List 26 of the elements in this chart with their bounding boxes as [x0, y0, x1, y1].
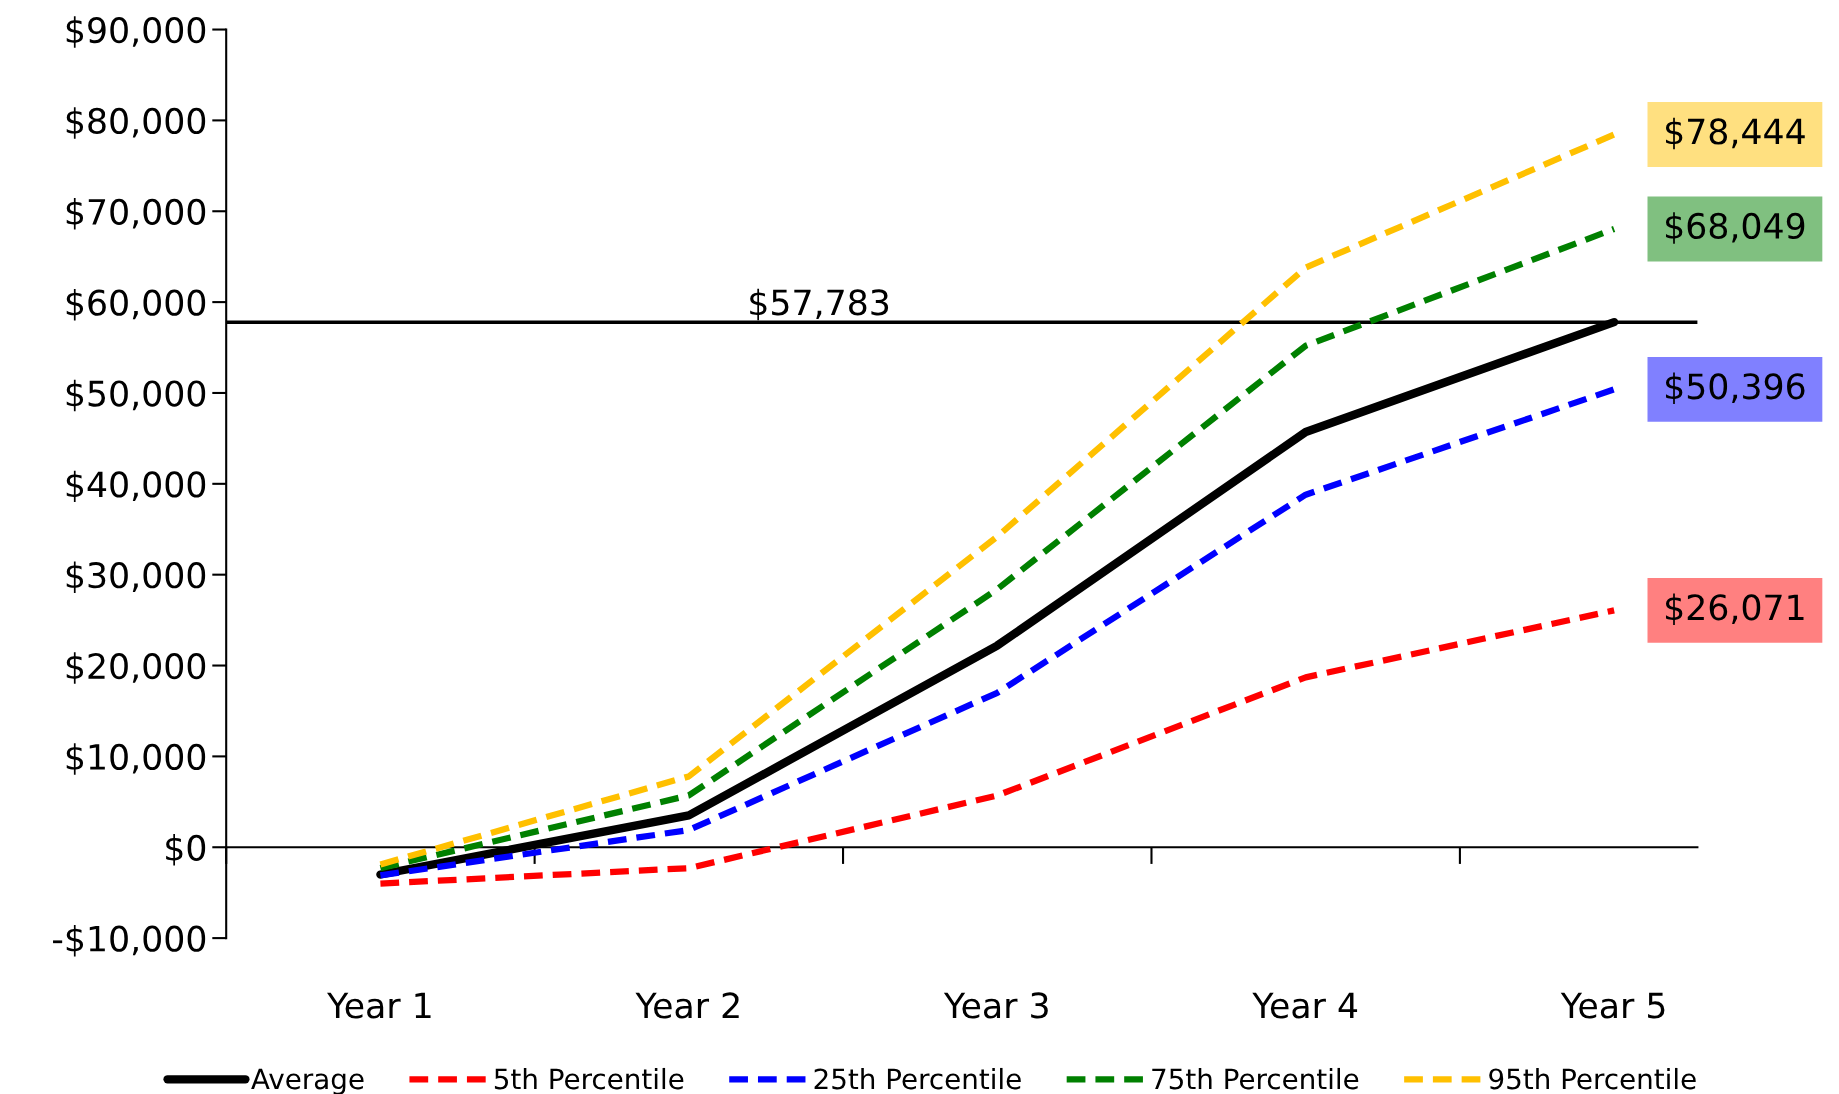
y-tick-label: $0 — [166, 834, 206, 866]
y-tick-label: $80,000 — [66, 107, 206, 139]
x-tick-label: Year 5 — [1560, 992, 1665, 1019]
data-label: $50,396 — [1666, 372, 1805, 405]
y-tick-label: -$10,000 — [53, 924, 206, 957]
data-label: $78,444 — [1666, 117, 1805, 150]
legend-label: Average — [251, 1068, 364, 1094]
ref-line-label: $57,783 — [750, 288, 889, 321]
y-tick-label: $50,000 — [66, 379, 206, 412]
x-tick-label: Year 3 — [943, 992, 1048, 1019]
x-tick-label: Year 4 — [1252, 992, 1358, 1019]
data-label: $68,049 — [1666, 212, 1805, 244]
data-label: $26,071 — [1666, 593, 1804, 626]
legend-label: 5th Percentile — [494, 1067, 684, 1090]
legend-label: 95th Percentile — [1489, 1067, 1696, 1090]
y-tick-label: $20,000 — [66, 652, 206, 684]
y-tick-label: $30,000 — [66, 561, 206, 593]
y-tick-label: $70,000 — [66, 198, 206, 230]
y-tick-label: $40,000 — [66, 470, 206, 503]
x-tick-label: Year 2 — [635, 992, 739, 1019]
y-tick-label: $60,000 — [66, 288, 206, 321]
x-tick-label: Year 1 — [327, 992, 431, 1019]
y-tick-label: $90,000 — [66, 16, 206, 48]
legend-label: 25th Percentile — [814, 1067, 1021, 1090]
legend-label: 75th Percentile — [1152, 1067, 1359, 1090]
y-tick-label: $10,000 — [66, 743, 206, 775]
